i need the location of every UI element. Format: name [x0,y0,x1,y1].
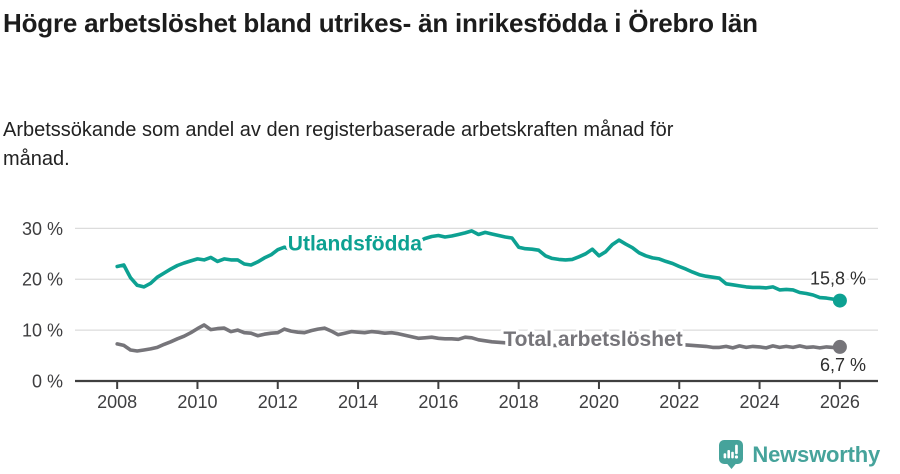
x-tick-label: 2018 [499,392,539,412]
x-tick-label: 2024 [740,392,780,412]
chart-subtitle: Arbetssökande som andel av den registerb… [3,119,674,170]
y-tick-label: 0 % [32,372,63,392]
x-tick-label: 2014 [338,392,378,412]
end-value-label-total: 6,7 % [820,355,866,375]
series-line-utlandsfodda [115,229,842,303]
x-tick-label: 2010 [177,392,217,412]
series-label-total: Total arbetslöshet [503,328,682,351]
line-chart: 0 % 10 % 20 % 30 % 2008 2010 2012 2014 2016 2018 2… [22,219,878,412]
brand-name: Newsworthy [752,441,880,467]
series-endpoint-total [832,339,847,354]
y-tick-label: 20 % [22,270,63,290]
x-tick-label: 2022 [659,392,699,412]
series-label-utlandsfodda: Utlandsfödda [288,233,422,256]
y-tick-label: 30 % [22,219,63,239]
x-tick-label: 2020 [579,392,619,412]
y-tick-label: 10 % [22,321,63,341]
series-line-total [115,323,842,353]
chart-title: Högre arbetslöshet bland utrikes- än inr… [3,8,758,38]
x-tick-label: 2008 [97,392,137,412]
x-tick-label: 2016 [418,392,458,412]
x-tick-label: 2012 [258,392,298,412]
newsworthy-logo-icon [719,440,744,469]
newsworthy-credit[interactable]: Newsworthy [718,439,880,470]
end-value-label-utlandsfodda: 15,8 % [810,269,866,289]
series-endpoint-utlandsfodda [832,293,847,308]
x-tick-label: 2026 [820,392,860,412]
